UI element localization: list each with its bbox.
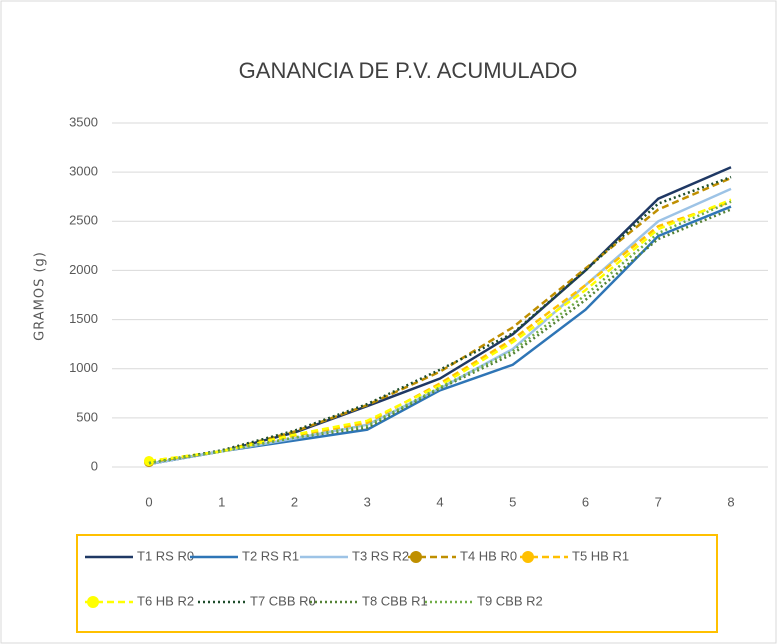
y-tick-label: 1500 (69, 311, 98, 326)
y-tick-label: 2000 (69, 262, 98, 277)
legend-label: T3 RS R2 (352, 548, 409, 563)
y-tick-label: 1000 (69, 360, 98, 375)
y-tick-label: 0 (91, 458, 98, 473)
y-tick-label: 500 (76, 409, 98, 424)
legend-label: T7 CBB R0 (250, 593, 316, 608)
y-tick-label: 3500 (69, 114, 98, 129)
legend-label: T4 HB R0 (460, 548, 517, 563)
x-tick-label: 2 (291, 494, 298, 509)
x-tick-label: 1 (218, 494, 225, 509)
legend-label: T6 HB R2 (137, 593, 194, 608)
x-tick-label: 8 (727, 494, 734, 509)
series-line (148, 200, 732, 463)
x-tick-label: 4 (436, 494, 443, 509)
x-tick-label: 5 (509, 494, 516, 509)
legend-marker (410, 551, 422, 563)
series-line (148, 187, 732, 466)
legend-label: T9 CBB R2 (477, 593, 543, 608)
legend-label: T8 CBB R1 (362, 593, 428, 608)
legend-box (76, 534, 718, 633)
legend-label: T1 RS R0 (137, 548, 194, 563)
y-axis-label: GRAMOS (g) (33, 251, 48, 341)
x-tick-label: 3 (364, 494, 371, 509)
x-tick-label: 7 (655, 494, 662, 509)
legend-label: T2 RS R1 (242, 548, 299, 563)
series-line (148, 200, 732, 465)
y-tick-label: 3000 (69, 164, 98, 179)
series-marker (144, 456, 154, 467)
x-tick-label: 6 (582, 494, 589, 509)
y-tick-label: 2500 (69, 213, 98, 228)
series-line (148, 198, 732, 463)
chart-title: GANANCIA DE P.V. ACUMULADO (239, 58, 578, 83)
legend-label: T5 HB R1 (572, 548, 629, 563)
x-tick-label: 0 (145, 494, 152, 509)
series-line (148, 175, 732, 465)
legend-marker (522, 551, 534, 563)
series-line (148, 166, 732, 466)
legend-marker (87, 596, 99, 608)
